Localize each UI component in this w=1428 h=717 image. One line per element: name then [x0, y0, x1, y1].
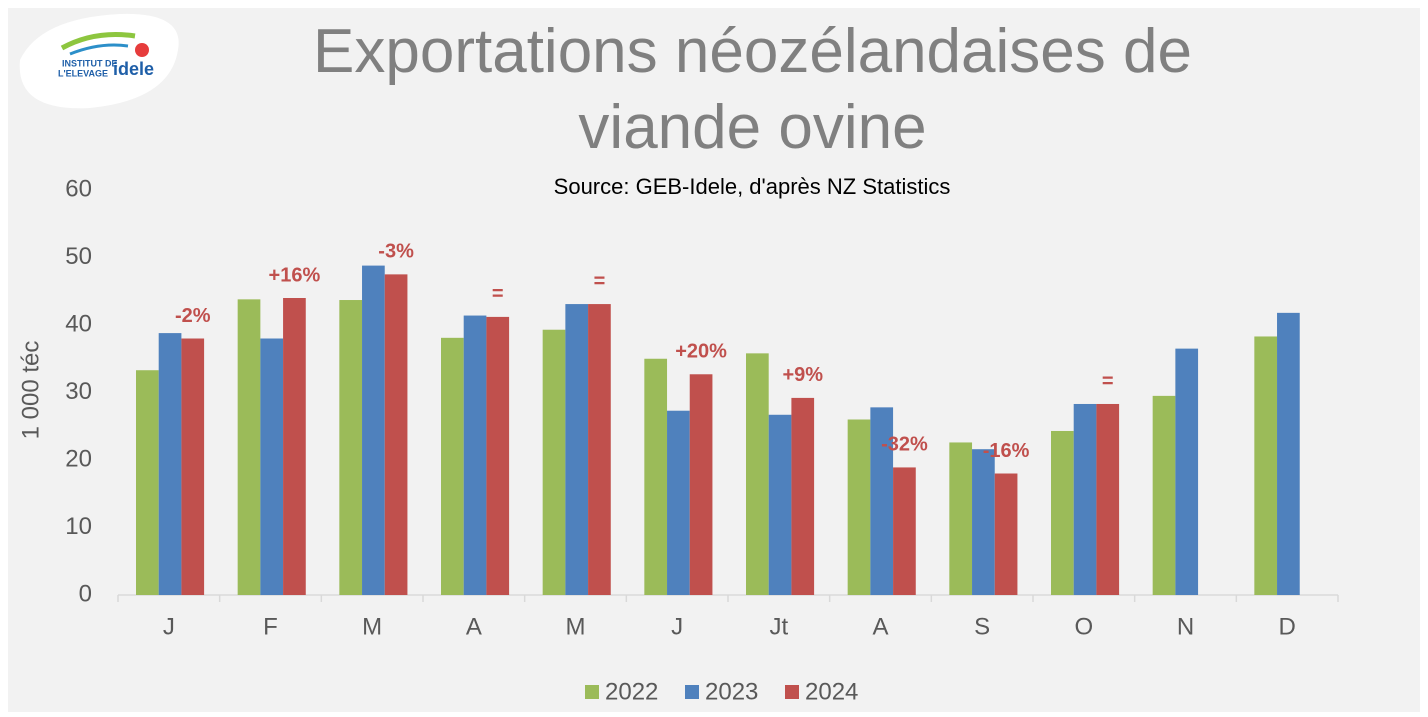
bar [237, 299, 261, 595]
y-axis-label: 1 000 téc [17, 341, 44, 440]
x-tick-label: F [263, 613, 278, 640]
x-tick-label: O [1074, 613, 1093, 640]
legend-swatch [585, 685, 599, 699]
bar [972, 449, 995, 595]
legend-label: 2023 [705, 678, 758, 705]
x-tick-label: N [1177, 613, 1194, 640]
annotation: +9% [782, 364, 823, 386]
annotation: -3% [378, 241, 414, 263]
bar [181, 338, 205, 595]
y-tick-label: 20 [65, 445, 92, 472]
chart-title: Exportations néozélandaises de viande ov… [313, 17, 1192, 162]
bar [565, 304, 589, 595]
x-tick-label: A [872, 613, 888, 640]
x-tick-label: M [362, 613, 382, 640]
bar [542, 329, 566, 595]
x-tick-label: Jt [769, 613, 788, 640]
logo-text: L'ELEVAGE [58, 68, 108, 78]
bar [667, 410, 690, 595]
x-tick-label: D [1278, 613, 1295, 640]
annotation: = [1102, 370, 1114, 392]
bar [1277, 312, 1300, 595]
bar [847, 419, 871, 595]
x-tick-label: J [671, 613, 683, 640]
bar [158, 333, 182, 595]
bar [949, 442, 973, 595]
annotation: -16% [983, 440, 1030, 462]
legend-label: 2024 [805, 678, 858, 705]
y-tick-label: 10 [65, 513, 92, 540]
logo-swoosh [60, 32, 136, 51]
bar [339, 300, 363, 595]
bar [644, 358, 668, 595]
bar [588, 304, 611, 595]
bar [1096, 403, 1120, 595]
bar [260, 338, 284, 595]
bar [1051, 430, 1074, 595]
logo-brand: idele [113, 59, 154, 79]
bar [441, 337, 464, 595]
y-tick-label: 0 [79, 580, 92, 607]
logo-blob [19, 13, 179, 109]
bar [870, 407, 894, 595]
annotation: = [492, 283, 504, 305]
x-tick-label: J [163, 613, 175, 640]
bar [689, 374, 713, 595]
bar [384, 274, 408, 595]
bar [893, 467, 916, 595]
logo-swoosh [69, 43, 129, 56]
y-tick-label: 60 [65, 175, 92, 202]
bar [994, 473, 1018, 595]
logo-text: INSTITUT DE [62, 58, 118, 68]
bar [746, 353, 769, 595]
x-tick-label: A [466, 613, 482, 640]
y-tick-label: 40 [65, 310, 92, 337]
bar [1254, 336, 1278, 595]
bar [463, 315, 487, 595]
x-tick-label: S [974, 613, 990, 640]
legend-label: 2022 [605, 678, 658, 705]
bar [486, 316, 510, 595]
logo-dot [135, 43, 149, 57]
bar [1175, 348, 1199, 595]
bar [283, 298, 306, 595]
bar [1152, 395, 1176, 595]
y-tick-label: 30 [65, 378, 92, 405]
annotation: -2% [175, 305, 211, 327]
subtitle: Source: GEB-Idele, d'après NZ Statistics [554, 174, 951, 199]
bar [768, 414, 792, 595]
annotation: +20% [675, 341, 727, 363]
annotation: +16% [269, 264, 321, 286]
legend-swatch [685, 685, 699, 699]
bar [136, 370, 159, 595]
bar [791, 397, 815, 595]
legend-swatch [785, 685, 799, 699]
x-tick-label: M [566, 613, 586, 640]
bar [1073, 403, 1097, 595]
annotation: -32% [881, 434, 928, 456]
bar [362, 265, 385, 595]
y-tick-label: 50 [65, 243, 92, 270]
annotation: = [594, 270, 606, 292]
